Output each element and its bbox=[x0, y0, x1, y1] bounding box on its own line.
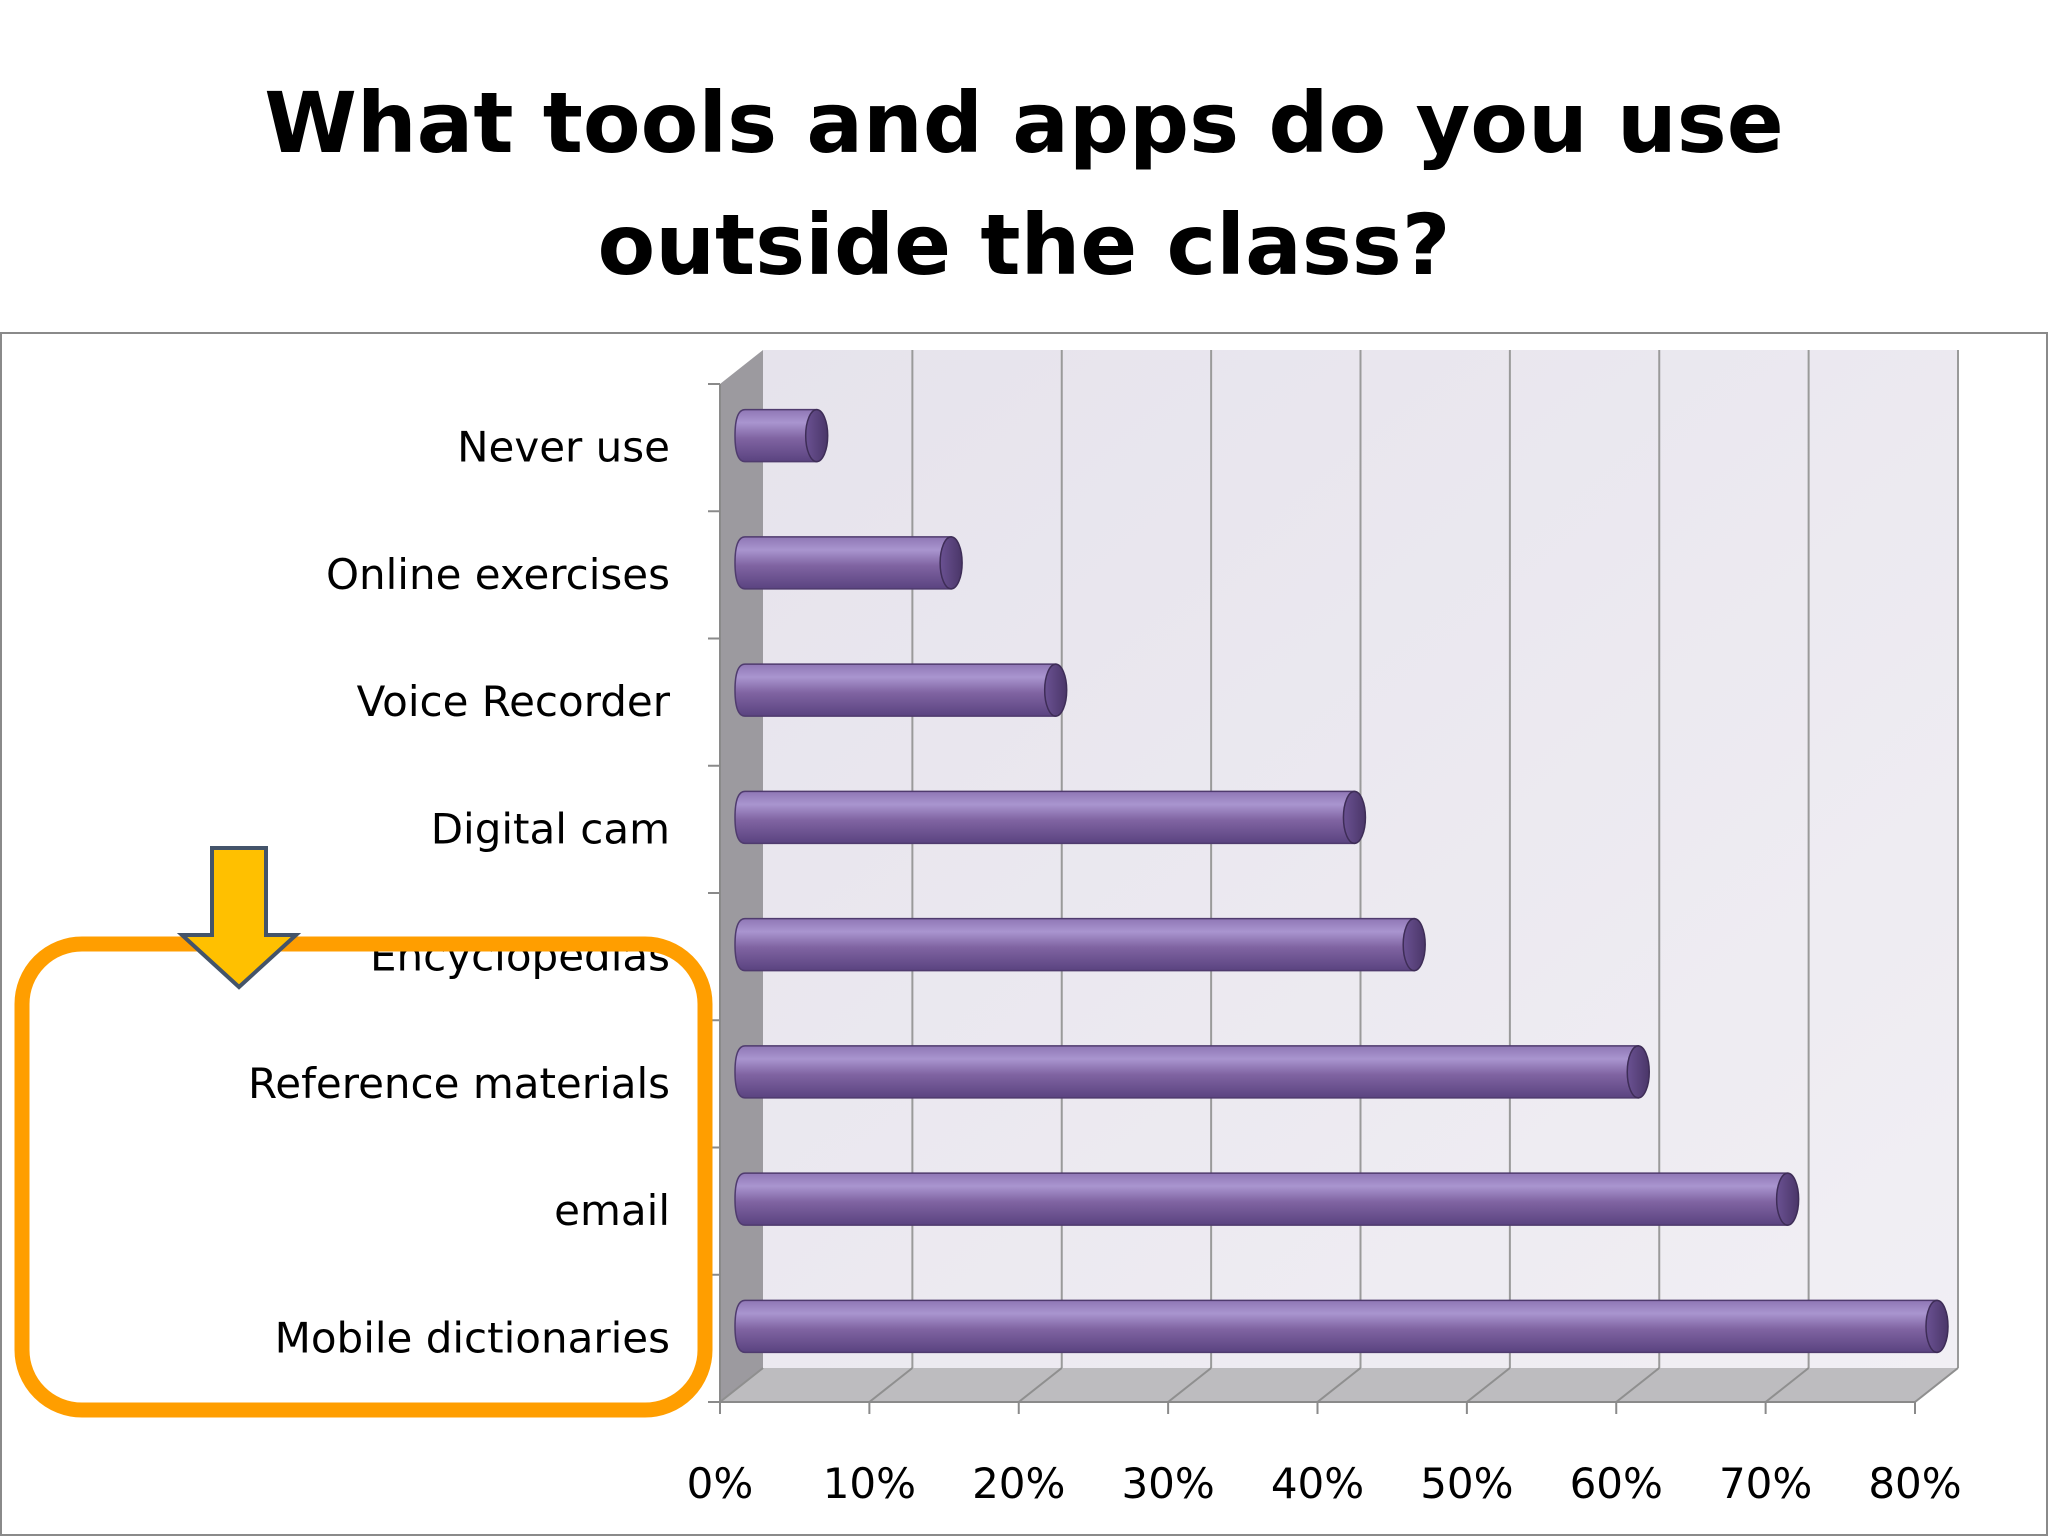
bar-end-cap bbox=[1925, 1299, 1949, 1354]
category-label: Voice Recorder bbox=[357, 677, 671, 726]
category-labels: Never use Online exercises Voice Recorder D… bbox=[248, 423, 671, 1363]
bar-end-cap bbox=[1342, 790, 1367, 845]
x-tick-label: 20% bbox=[972, 1459, 1065, 1508]
slide-title: What tools and apps do you use outside t… bbox=[0, 62, 2048, 306]
title-line-1: What tools and apps do you use bbox=[264, 74, 1784, 172]
bar bbox=[734, 790, 1367, 845]
bar bbox=[734, 1299, 1949, 1354]
floor-gridline bbox=[1167, 1367, 1212, 1403]
title-line-2: outside the class? bbox=[597, 196, 1451, 294]
bar bbox=[734, 917, 1426, 972]
bar bbox=[734, 1045, 1650, 1099]
x-tick-label: 10% bbox=[823, 1459, 916, 1508]
floor-gridline bbox=[719, 1367, 764, 1403]
x-tick-label: 50% bbox=[1420, 1459, 1513, 1508]
bar-end-cap bbox=[1043, 663, 1068, 717]
bar-body bbox=[734, 536, 952, 590]
bar bbox=[734, 536, 963, 590]
x-tick-label: 80% bbox=[1868, 1459, 1961, 1508]
floor-gridline bbox=[868, 1367, 913, 1403]
category-label: email bbox=[554, 1186, 670, 1235]
x-tick-label: 40% bbox=[1271, 1459, 1364, 1508]
plot-side-wall bbox=[720, 350, 763, 1402]
bar-end-cap bbox=[804, 408, 829, 463]
floor-gridline bbox=[1466, 1367, 1511, 1403]
down-arrow-icon bbox=[176, 846, 302, 990]
category-label: Reference materials bbox=[248, 1059, 670, 1108]
bar-end-cap bbox=[939, 536, 963, 590]
bar-body bbox=[734, 1172, 1789, 1226]
highlight-box bbox=[14, 936, 713, 1418]
category-label: Digital cam bbox=[431, 804, 670, 853]
bar-end-cap bbox=[1402, 917, 1426, 972]
floor-gridline bbox=[1914, 1367, 1959, 1403]
floor-gridline bbox=[1615, 1367, 1660, 1403]
x-tick-label: 30% bbox=[1121, 1459, 1214, 1508]
floor-gridline bbox=[1018, 1367, 1063, 1403]
bar-end-cap bbox=[1775, 1172, 1800, 1226]
floor-gridline bbox=[1765, 1367, 1810, 1403]
bar-body bbox=[734, 1299, 1938, 1354]
axes bbox=[719, 384, 1915, 1403]
bar-body bbox=[734, 663, 1057, 717]
category-label: Mobile dictionaries bbox=[275, 1313, 670, 1362]
bar-body bbox=[734, 790, 1356, 845]
bar-end-cap bbox=[1626, 1045, 1650, 1099]
bar bbox=[734, 663, 1068, 717]
bar-body bbox=[734, 917, 1415, 972]
floor-gridline bbox=[1316, 1367, 1362, 1403]
bar-body bbox=[734, 1045, 1639, 1099]
category-label: Never use bbox=[457, 423, 670, 472]
bar-body bbox=[734, 408, 818, 463]
x-tick-labels: 0% 10% 20% 30% 40% 50% 60% 70% 80% bbox=[687, 1459, 1962, 1508]
bar bbox=[734, 1172, 1800, 1226]
x-tick-label: 70% bbox=[1719, 1459, 1812, 1508]
x-tick-label: 0% bbox=[687, 1459, 754, 1508]
bars bbox=[734, 408, 1949, 1354]
category-label: Online exercises bbox=[326, 550, 670, 599]
x-tick-label: 60% bbox=[1570, 1459, 1663, 1508]
bar bbox=[734, 408, 829, 463]
